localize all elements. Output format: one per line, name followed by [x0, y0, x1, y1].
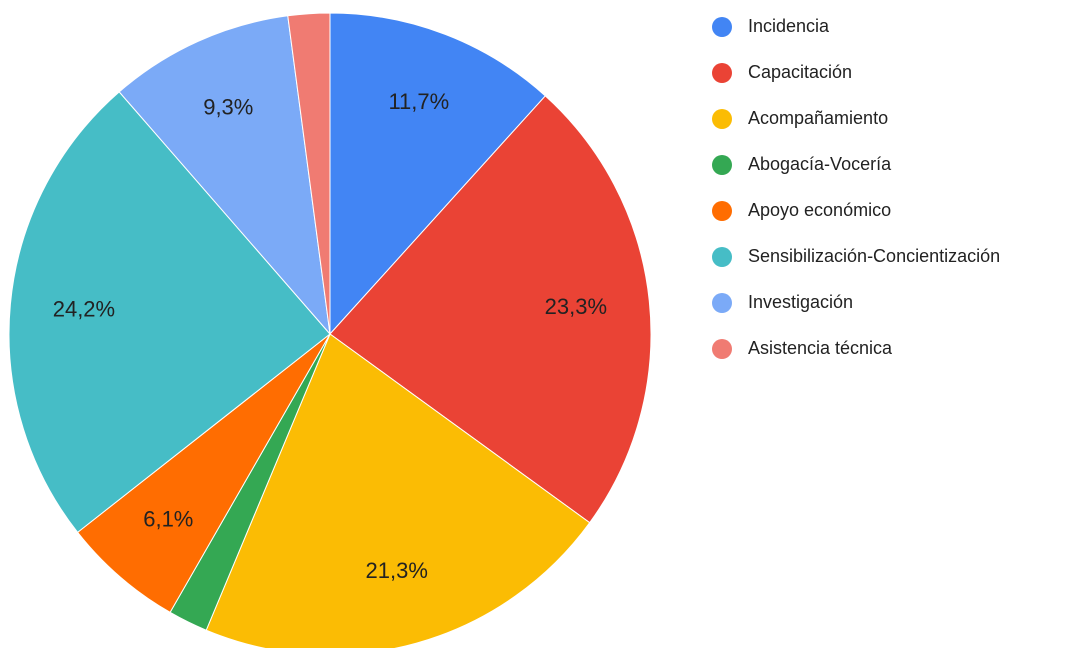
data-label: 24,2%: [53, 297, 115, 322]
legend-swatch: [712, 63, 732, 83]
legend-swatch: [712, 109, 732, 129]
legend-swatch: [712, 155, 732, 175]
pie-slice: [329, 12, 546, 336]
legend-label: Acompañamiento: [748, 108, 888, 128]
legend-swatch: [712, 247, 732, 267]
legend-swatch: [712, 201, 732, 221]
legend-swatch: [712, 293, 732, 313]
legend-label: Investigación: [748, 292, 853, 312]
data-label: 11,7%: [388, 89, 449, 114]
data-label: 23,3%: [545, 294, 607, 319]
pie-slice: [287, 12, 331, 335]
data-label: 21,3%: [366, 558, 428, 583]
legend-label: Asistencia técnica: [748, 338, 893, 358]
legend-label: Capacitación: [748, 62, 852, 82]
legend-swatch: [712, 17, 732, 37]
legend-swatch: [712, 339, 732, 359]
pie-slice: [76, 333, 331, 614]
legend-label: Incidencia: [748, 16, 830, 36]
data-label: 6,1%: [143, 507, 193, 532]
data-label: 9,3%: [203, 95, 253, 120]
legend-label: Abogacía-Vocería: [748, 154, 892, 174]
pie-slice: [8, 91, 331, 534]
legend-label: Apoyo económico: [748, 200, 891, 220]
legend-label: Sensibilización-Concientización: [748, 246, 1000, 266]
pie-slice: [118, 15, 331, 336]
pie-slice: [205, 333, 591, 648]
pie-slice: [329, 95, 652, 524]
